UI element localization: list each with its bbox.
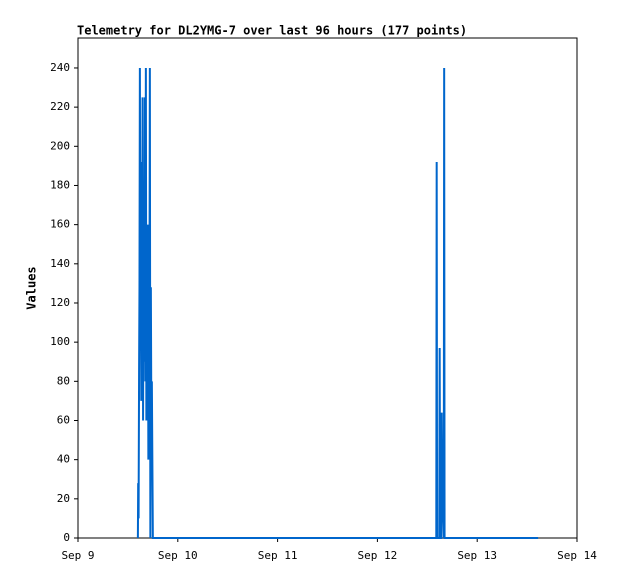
y-tick-label: 80 (57, 374, 70, 387)
y-tick-label: 180 (50, 178, 70, 191)
chart-title: Telemetry for DL2YMG-7 over last 96 hour… (77, 24, 467, 38)
x-tick-label: Sep 11 (258, 549, 298, 562)
y-axis-label: Values (25, 266, 39, 309)
y-tick-label: 240 (50, 61, 70, 74)
y-tick-label: 140 (50, 257, 70, 270)
y-tick-label: 100 (50, 335, 70, 348)
y-tick-label: 220 (50, 100, 70, 113)
y-tick-label: 120 (50, 296, 70, 309)
y-tick-label: 0 (63, 531, 70, 544)
y-tick-label: 160 (50, 218, 70, 231)
x-tick-label: Sep 10 (158, 549, 198, 562)
y-tick-label: 40 (57, 453, 70, 466)
y-tick-label: 20 (57, 492, 70, 505)
x-tick-label: Sep 9 (61, 549, 94, 562)
y-tick-label: 60 (57, 413, 70, 426)
x-tick-label: Sep 14 (557, 549, 597, 562)
x-tick-label: Sep 13 (457, 549, 497, 562)
y-tick-label: 200 (50, 139, 70, 152)
x-tick-label: Sep 12 (358, 549, 398, 562)
